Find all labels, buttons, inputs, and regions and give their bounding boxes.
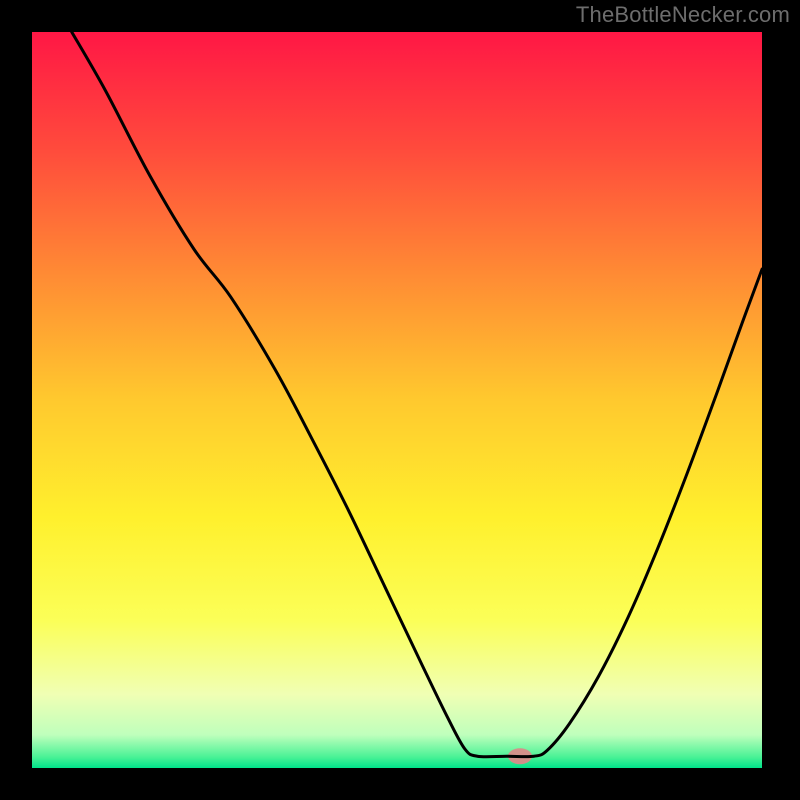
plot-background bbox=[32, 32, 768, 768]
bottleneck-chart bbox=[0, 0, 800, 800]
watermark-text: TheBottleNecker.com bbox=[576, 2, 790, 28]
chart-container: TheBottleNecker.com bbox=[0, 0, 800, 800]
plot-border-right bbox=[762, 32, 768, 768]
